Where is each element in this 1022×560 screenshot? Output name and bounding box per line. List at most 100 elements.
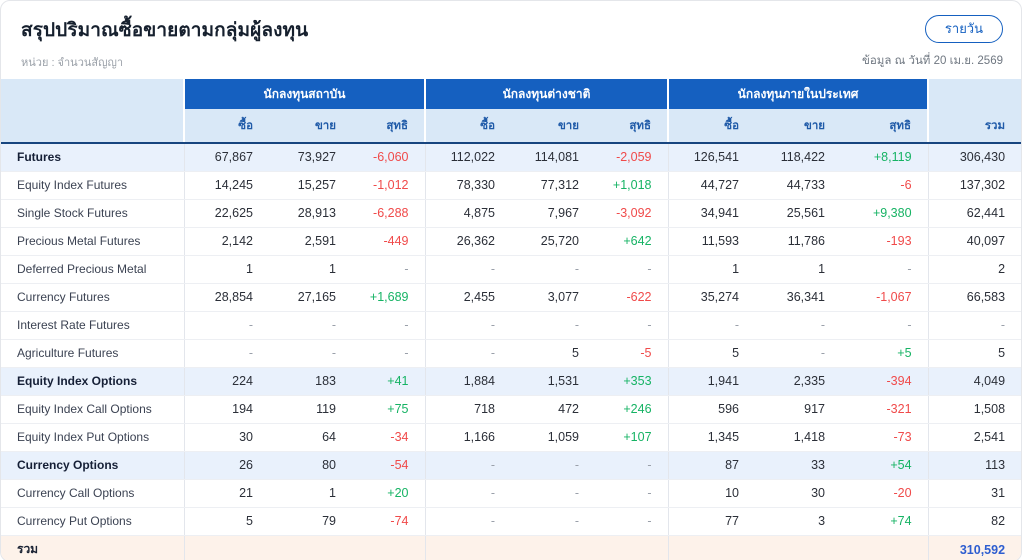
cell-buy — [667, 535, 756, 560]
cell-net: -193 — [841, 227, 929, 256]
cell-sell — [511, 535, 595, 560]
cell-net: -1,012 — [352, 171, 425, 200]
table-row: Single Stock Futures 22,625 28,913 -6,288 4,… — [1, 199, 1021, 228]
cell-net: +8,119 — [841, 143, 929, 172]
cell-net: +41 — [352, 367, 425, 396]
cell-sell: 2,591 — [269, 227, 352, 256]
cell-net: -6,060 — [352, 143, 425, 172]
cell-net: +9,380 — [841, 199, 929, 228]
cell-buy: 1,941 — [667, 367, 756, 396]
cell-net: +107 — [595, 423, 669, 452]
col-buy: ซื้อ — [424, 109, 511, 144]
page-title: สรุปปริมาณซื้อขายตามกลุ่มผู้ลงทุน — [21, 20, 309, 41]
group-header-row: นักลงทุนสถาบัน นักลงทุนต่างชาติ นักลงทุน… — [1, 79, 1021, 109]
cell-buy: 77 — [667, 507, 756, 536]
col-buy: ซื้อ — [667, 109, 756, 144]
cell-net: - — [595, 507, 669, 536]
total-row: รวม 310,592 — [1, 535, 1021, 560]
cell-net: -74 — [352, 507, 425, 536]
cell-sell: 44,733 — [755, 171, 842, 200]
cell-sell: 3 — [755, 507, 842, 536]
cell-buy: - — [667, 311, 756, 340]
cell-net: -5 — [595, 339, 669, 368]
sub-header-row: ซื้อ ขาย สุทธิ ซื้อ ขาย สุทธิ ซื้อ ขาย ส… — [1, 109, 1021, 144]
cell-total: 2 — [927, 255, 1021, 284]
cell-buy: 126,541 — [667, 143, 756, 172]
cell-net: -20 — [841, 479, 929, 508]
cell-buy: 194 — [183, 395, 269, 424]
cell-sell: 77,312 — [511, 171, 595, 200]
cell-buy: - — [424, 255, 511, 284]
cell-sell: 73,927 — [269, 143, 352, 172]
row-label: Currency Futures — [1, 283, 184, 312]
cell-sell: 80 — [269, 451, 352, 480]
cell-net: -1,067 — [841, 283, 929, 312]
cell-buy: 34,941 — [667, 199, 756, 228]
cell-sell: 25,720 — [511, 227, 595, 256]
row-label: Futures — [1, 143, 184, 172]
col-total: รวม — [927, 109, 1021, 144]
daily-button[interactable]: รายวัน — [924, 15, 1003, 43]
cell-sell: 118,422 — [755, 143, 842, 172]
cell-buy: 1,345 — [667, 423, 756, 452]
cell-sell — [269, 535, 352, 560]
col-net: สุทธิ — [352, 109, 425, 144]
table-row: Deferred Precious Metal 1 1- - - -1 1-2 — [1, 255, 1021, 284]
card-header: สรุปปริมาณซื้อขายตามกลุ่มผู้ลงทุน หน่วย … — [1, 1, 1021, 79]
cell-buy: - — [183, 311, 269, 340]
cell-sell: 3,077 — [511, 283, 595, 312]
row-label: Currency Put Options — [1, 507, 184, 536]
cell-net: -54 — [352, 451, 425, 480]
cell-buy — [424, 535, 511, 560]
cell-net: +1,018 — [595, 171, 669, 200]
cell-buy: 2,455 — [424, 283, 511, 312]
cell-sell: - — [511, 255, 595, 284]
cell-sell: - — [511, 311, 595, 340]
cell-total: 31 — [927, 479, 1021, 508]
col-net: สุทธิ — [841, 109, 929, 144]
cell-sell: 36,341 — [755, 283, 842, 312]
table-row: Precious Metal Futures 2,142 2,591 -449 26,3… — [1, 227, 1021, 256]
cell-sell: 7,967 — [511, 199, 595, 228]
row-label: Currency Call Options — [1, 479, 184, 508]
cell-buy: 224 — [183, 367, 269, 396]
cell-sell: 30 — [755, 479, 842, 508]
cell-sell: 5 — [511, 339, 595, 368]
cell-sell: 25,561 — [755, 199, 842, 228]
cell-buy: 1 — [183, 255, 269, 284]
cell-net: -34 — [352, 423, 425, 452]
cell-buy — [183, 535, 269, 560]
col-sell: ขาย — [755, 109, 842, 144]
section-row: Futures 67,867 73,927 -6,060 112,022 114,081-… — [1, 143, 1021, 172]
cell-total: 62,441 — [927, 199, 1021, 228]
cell-buy: 35,274 — [667, 283, 756, 312]
cell-net — [595, 535, 669, 560]
cell-buy: - — [424, 339, 511, 368]
col-sell: ขาย — [511, 109, 595, 144]
col-buy: ซื้อ — [183, 109, 269, 144]
cell-buy: 596 — [667, 395, 756, 424]
cell-sell: 183 — [269, 367, 352, 396]
cell-sell: - — [511, 479, 595, 508]
cell-sell: - — [511, 507, 595, 536]
cell-total: 66,583 — [927, 283, 1021, 312]
cell-buy: 21 — [183, 479, 269, 508]
row-label: Precious Metal Futures — [1, 227, 184, 256]
cell-net: +20 — [352, 479, 425, 508]
cell-sell: 79 — [269, 507, 352, 536]
cell-sell: 1 — [269, 479, 352, 508]
cell-buy: 1,884 — [424, 367, 511, 396]
cell-sell: 472 — [511, 395, 595, 424]
total-corner-cell — [928, 79, 1021, 109]
cell-sell: 114,081 — [511, 143, 595, 172]
cell-sell: 1,059 — [511, 423, 595, 452]
cell-total: 306,430 — [927, 143, 1021, 172]
cell-buy: 78,330 — [424, 171, 511, 200]
cell-total: 1,508 — [927, 395, 1021, 424]
cell-net: +54 — [841, 451, 929, 480]
cell-sell: - — [269, 339, 352, 368]
row-label: Agriculture Futures — [1, 339, 184, 368]
cell-sell: - — [755, 339, 842, 368]
cell-sell: - — [269, 311, 352, 340]
cell-buy: 5 — [183, 507, 269, 536]
